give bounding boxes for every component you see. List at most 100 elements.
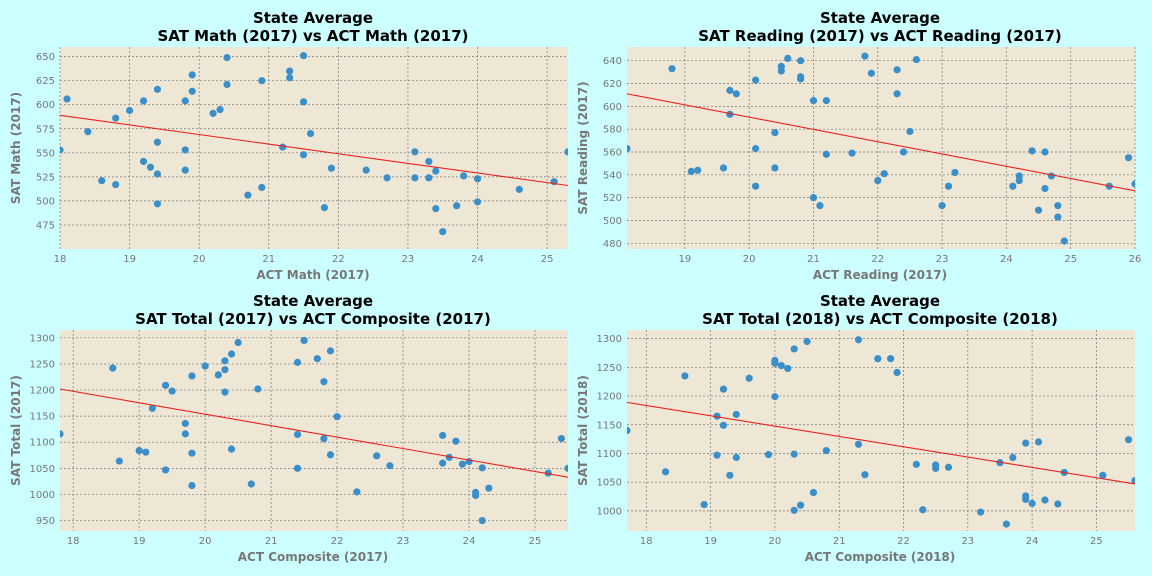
data-point <box>809 194 818 202</box>
y-tick-label: 500 <box>603 216 622 227</box>
y-tick-label: 1100 <box>597 449 622 460</box>
data-point <box>1124 436 1133 444</box>
data-point <box>681 372 689 380</box>
y-tick-label: 1050 <box>597 478 622 489</box>
data-points <box>60 336 568 525</box>
data-point <box>142 448 150 456</box>
trend-line <box>627 93 1135 192</box>
y-tick-label: 550 <box>36 148 55 159</box>
data-point <box>188 71 196 79</box>
x-tick-label: 21 <box>833 536 846 547</box>
data-point <box>944 463 953 471</box>
data-point <box>797 75 805 83</box>
data-point <box>293 464 302 472</box>
data-point <box>383 174 391 182</box>
data-point <box>60 430 64 438</box>
data-point <box>719 421 728 429</box>
data-points <box>627 336 1135 528</box>
data-point <box>861 471 869 479</box>
x-tick-label: 25 <box>1064 254 1077 265</box>
data-point <box>822 150 830 158</box>
data-point <box>453 202 461 210</box>
data-point <box>326 451 335 459</box>
data-point <box>139 157 148 166</box>
data-point <box>557 434 566 443</box>
data-point <box>279 143 287 151</box>
data-point <box>227 350 236 358</box>
x-tick-label: 24 <box>1000 254 1013 265</box>
x-tick-label: 18 <box>67 536 80 547</box>
data-point <box>181 166 189 174</box>
y-tick-label: 1300 <box>30 333 55 344</box>
data-point <box>1022 439 1030 447</box>
data-point <box>777 67 785 75</box>
chart-title-line2: SAT Reading (2017) vs ACT Reading (2017) <box>698 27 1062 45</box>
chart-title-line2: SAT Math (2017) vs ACT Math (2017) <box>157 27 468 45</box>
data-point <box>478 464 486 472</box>
data-point <box>790 345 798 353</box>
x-tick-label: 21 <box>262 254 275 265</box>
data-point <box>258 77 266 85</box>
x-tick-label: 20 <box>199 536 212 547</box>
data-point <box>771 128 779 137</box>
data-point <box>153 85 162 93</box>
data-point <box>300 336 308 345</box>
data-point <box>544 469 552 477</box>
data-point <box>1034 438 1043 446</box>
x-tick-label: 23 <box>936 254 949 265</box>
data-point <box>452 437 460 445</box>
y-tick-label: 1150 <box>597 420 622 431</box>
chart-title-line1: State Average <box>253 292 373 310</box>
data-point <box>221 357 229 365</box>
data-point <box>286 74 294 82</box>
data-point <box>790 450 798 458</box>
data-point <box>221 388 229 396</box>
data-point <box>874 176 882 185</box>
data-points <box>60 52 568 236</box>
data-point <box>439 431 447 440</box>
data-point <box>439 228 447 236</box>
y-tick-label: 580 <box>603 125 622 136</box>
data-point <box>293 358 302 366</box>
x-tick-label: 26 <box>1129 254 1142 265</box>
data-point <box>386 462 394 470</box>
x-tick-label: 20 <box>769 536 782 547</box>
data-point <box>764 451 773 459</box>
y-tick-label: 525 <box>36 172 55 183</box>
data-point <box>432 167 440 175</box>
data-point <box>854 336 863 344</box>
data-point <box>752 182 760 190</box>
data-point <box>109 364 117 372</box>
y-tick-label: 650 <box>36 52 55 63</box>
data-point <box>216 105 224 114</box>
y-tick-label: 1300 <box>597 334 622 345</box>
data-point <box>299 52 308 60</box>
x-tick-label: 18 <box>54 254 67 265</box>
data-point <box>161 466 170 474</box>
data-point <box>906 127 914 136</box>
data-point <box>726 86 734 94</box>
data-point <box>181 97 189 105</box>
data-point <box>188 449 196 457</box>
chart-title-line1: State Average <box>820 292 940 310</box>
y-tick-label: 1250 <box>597 363 622 374</box>
data-point <box>752 76 760 84</box>
x-tick-label: 18 <box>640 536 653 547</box>
plot-area <box>60 47 568 249</box>
data-point <box>473 175 482 183</box>
x-tick-label: 24 <box>463 536 476 547</box>
x-tick-label: 19 <box>123 254 136 265</box>
data-point <box>951 168 959 177</box>
data-point <box>473 198 482 206</box>
data-point <box>353 488 361 496</box>
data-point <box>258 183 266 192</box>
data-point <box>719 385 728 393</box>
data-point <box>1054 213 1062 221</box>
data-point <box>299 151 308 159</box>
data-point <box>188 481 196 490</box>
data-point <box>932 464 940 473</box>
data-point <box>188 372 196 380</box>
